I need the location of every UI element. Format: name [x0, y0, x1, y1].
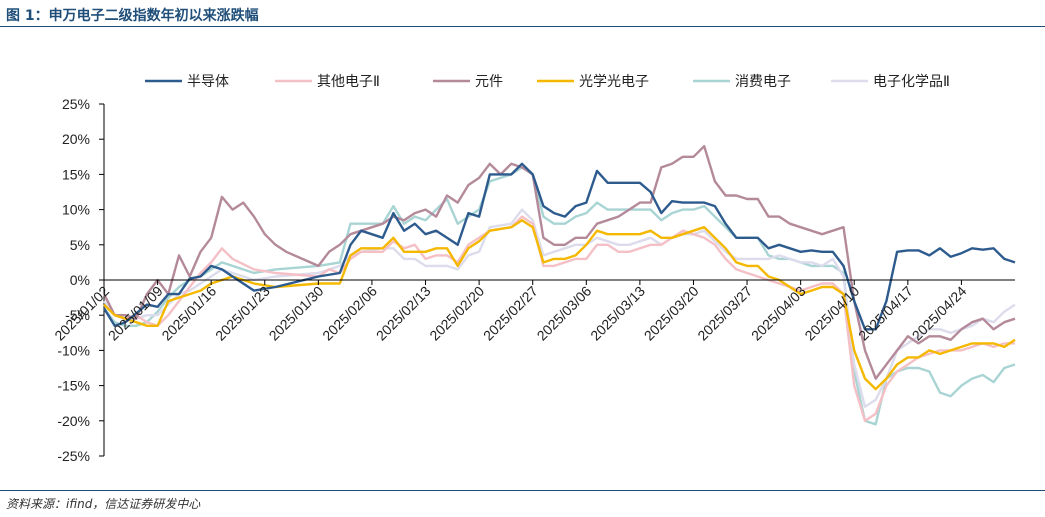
legend-label: 光学光电子 [579, 74, 649, 90]
y-tick-label: -10% [57, 342, 90, 358]
x-tick-label: 2025/03/13 [587, 283, 648, 344]
x-tick-label: 2025/01/23 [212, 283, 273, 344]
legend-label: 元件 [475, 74, 503, 90]
x-tick-label: 2025/01/30 [266, 283, 327, 344]
y-tick-label: -20% [57, 413, 90, 429]
y-tick-label: -15% [57, 378, 90, 394]
series-line-3 [103, 219, 1016, 391]
series-line-4 [103, 166, 1016, 426]
figure-title: 图 1：申万电子二级指数年初以来涨跌幅 [6, 8, 259, 24]
legend-label: 其他电子Ⅱ [317, 74, 380, 90]
series-line-5 [103, 208, 1016, 408]
x-tick-label: 2025/04/24 [909, 283, 970, 344]
x-axis: 2025/01/022025/01/092025/01/162025/01/23… [51, 279, 1015, 344]
source-note: 资料来源：ifind，信达证券研发中心 [6, 497, 201, 511]
x-tick-label: 2025/03/27 [694, 283, 755, 344]
x-tick-label: 2025/04/03 [748, 283, 809, 344]
x-tick-label: 2025/01/02 [51, 283, 112, 344]
chart-legend: 半导体 其他电子Ⅱ 元件 光学光电子 消费电子 电子化学品Ⅱ [145, 74, 950, 90]
x-tick-label: 2025/03/20 [641, 283, 702, 344]
series-line-2 [102, 145, 1016, 380]
series-lines [102, 145, 1016, 426]
series-line-0 [102, 162, 1016, 331]
x-tick-label: 2025/03/06 [534, 283, 595, 344]
series-line-1 [103, 215, 1015, 422]
y-tick-label: -5% [65, 307, 90, 323]
legend-label: 消费电子 [735, 74, 791, 90]
x-tick-label: 2025/02/06 [319, 283, 380, 344]
y-tick-label: 25% [62, 96, 90, 112]
y-tick-label: 5% [70, 237, 90, 253]
x-tick-label: 2025/02/20 [426, 283, 487, 344]
x-tick-label: 2025/04/17 [855, 283, 916, 344]
bottom-rule [0, 490, 1045, 491]
y-tick-label: -25% [57, 448, 90, 464]
legend-label: 电子化学品Ⅱ [873, 74, 950, 90]
y-axis: 25% 20% 15% 10% 5% 0% -5% -10% -15% -20% -25% [57, 96, 105, 464]
y-tick-label: 0% [70, 272, 90, 288]
top-rule [0, 26, 1045, 27]
y-tick-label: 10% [62, 202, 90, 218]
legend-label: 半导体 [187, 74, 229, 90]
x-tick-label: 2025/02/13 [373, 283, 434, 344]
x-tick-label: 2025/02/27 [480, 283, 541, 344]
y-tick-label: 15% [62, 166, 90, 182]
y-tick-label: 20% [62, 131, 90, 147]
